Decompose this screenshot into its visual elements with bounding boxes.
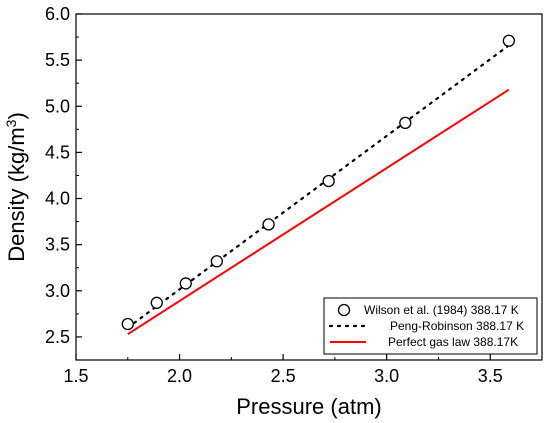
y-tick-label: 6.0 (45, 4, 70, 24)
wilson-data-point (121, 317, 134, 331)
legend: Wilson et al. (1984) 388.17 K Peng-Robin… (323, 297, 538, 355)
x-tick-label: 2.5 (271, 366, 296, 386)
y-tick-label: 5.0 (45, 96, 70, 116)
y-tick-label: 3.5 (45, 235, 70, 255)
y-axis-title-superscript: 3 (3, 119, 19, 127)
y-axis-title: Density (kg/m3) (3, 112, 29, 262)
peng-robinson-line (126, 44, 510, 329)
x-axis-title: Pressure (atm) (236, 394, 381, 419)
y-axis-title-main: Density (kg/m (4, 127, 29, 261)
wilson-data-point (150, 296, 163, 309)
legend-label-perfect-gas: Perfect gas law 388.17K (388, 335, 518, 349)
y-tick-label: 2.5 (45, 327, 70, 347)
y-tick-label: 4.0 (45, 189, 70, 209)
perfect-gas-line (127, 88, 510, 336)
x-tick-label: 3.0 (374, 366, 399, 386)
legend-label-wilson: Wilson et al. (1984) 388.17 K (364, 303, 519, 317)
legend-box (323, 297, 538, 355)
y-axis: 2.5 3.0 3.5 4.0 4.5 5.0 5.5 6.0 (45, 4, 82, 361)
y-tick-label: 3.0 (45, 281, 70, 301)
y-tick-label: 4.5 (45, 142, 70, 162)
y-axis-title-end: ) (4, 112, 29, 119)
x-axis: 1.5 2.0 2.5 3.0 3.5 (63, 354, 503, 386)
legend-label-peng-robinson: Peng-Robinson 388.17 K (390, 319, 524, 333)
x-tick-label: 1.5 (63, 366, 88, 386)
wilson-data-point (210, 255, 223, 268)
wilson-data-point (399, 116, 412, 130)
wilson-data-point (322, 174, 335, 188)
wilson-data-point (502, 34, 516, 47)
data-series (121, 34, 516, 336)
wilson-data-point (179, 277, 192, 290)
x-tick-label: 3.5 (478, 366, 503, 386)
x-tick-label: 2.0 (167, 366, 192, 386)
wilson-data-point (262, 218, 275, 231)
y-tick-label: 5.5 (45, 50, 70, 70)
legend-marker-wilson (337, 303, 351, 317)
plot-frame (75, 13, 543, 361)
